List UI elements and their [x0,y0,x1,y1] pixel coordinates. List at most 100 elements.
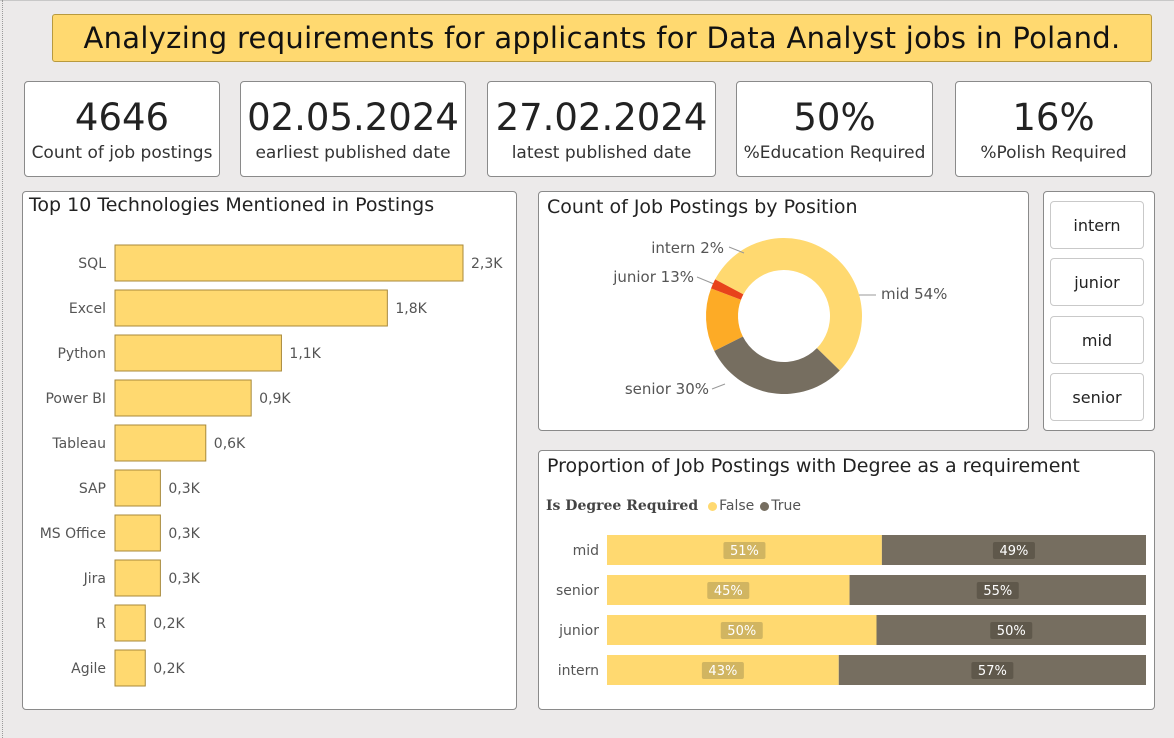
data-label: 55% [983,584,1012,599]
kpi-card-education: 50% %Education Required [736,81,933,177]
category-label: mid [573,543,599,559]
data-label: 50% [997,624,1026,639]
data-label: 0,3K [168,526,200,542]
kpi-card-earliest-date: 02.05.2024 earliest published date [240,81,466,177]
page-title: Analyzing requirements for applicants fo… [52,14,1152,62]
kpi-label: Count of job postings [31,142,213,163]
kpi-card-latest-date: 27.02.2024 latest published date [487,81,716,177]
category-label: Python [57,346,106,362]
category-label: Excel [69,301,106,317]
category-label: junior [558,623,599,639]
bar-ms-office[interactable] [114,514,161,552]
top-border [0,0,1174,1]
data-label: 0,2K [153,616,185,632]
leader-line [711,383,726,390]
data-label: 43% [708,664,737,679]
kpi-value: 4646 [74,95,170,139]
chart-title: Top 10 Technologies Mentioned in Posting… [29,194,435,216]
left-dotted-border [2,0,3,738]
kpi-label: earliest published date [255,142,451,163]
data-label: 57% [978,664,1007,679]
bar-jira[interactable] [114,559,161,597]
chart-legend: Is Degree Required False True [546,498,801,514]
category-label: Power BI [45,391,106,407]
data-label: 45% [714,584,743,599]
kpi-value: 50% [793,95,876,139]
data-label: 50% [727,624,756,639]
resize-grip-icon [1158,706,1174,738]
kpi-label: latest published date [511,142,692,163]
data-label-background [992,542,1035,559]
legend-title: Is Degree Required [546,498,699,514]
data-label-background [720,622,763,639]
technologies-bar-chart: SQL 2,3K Excel 1,8K Python 1,1K Power BI 0,9K Ta… [40,244,503,687]
degree-requirement-panel: Proportion of Job Postings with Degree a… [538,450,1155,710]
slicer-item-mid[interactable]: mid [1050,316,1144,364]
slice-label-intern: intern 2% [651,239,724,257]
slice-label-mid: mid 54% [881,285,947,303]
chart-title: Proportion of Job Postings with Degree a… [547,455,1080,477]
category-label: intern [558,663,599,679]
data-label: 0,6K [214,436,246,452]
bar-tableau[interactable] [114,424,207,462]
data-label: 0,2K [153,661,185,677]
data-label: 0,3K [168,481,200,497]
legend-label-true: True [771,498,802,514]
category-label: SQL [78,256,106,272]
position-donut-chart: mid 54% senior 30% junior 13% intern 2% [612,237,947,398]
legend-dot-true [760,501,770,511]
category-label: R [96,616,106,632]
data-label: 1,1K [289,346,321,362]
data-label-background [990,622,1033,639]
chart-title: Count of Job Postings by Position [547,196,858,218]
kpi-value: 02.05.2024 [247,95,459,139]
bar-power-bi[interactable] [114,379,252,417]
donut-slice-mid[interactable] [715,237,862,371]
bar-agile[interactable] [114,649,146,687]
bar-sql[interactable] [114,244,464,282]
top-technologies-panel: Top 10 Technologies Mentioned in Posting… [22,191,517,710]
degree-stacked-bar-chart: mid 51% 49% senior 45% 55% junior 50% 50% intern 4… [556,535,1146,685]
category-label: MS Office [40,526,106,542]
data-label-background [723,542,766,559]
kpi-card-polish: 16% %Polish Required [955,81,1152,177]
data-label: 0,3K [168,571,200,587]
data-label-background [707,582,750,599]
legend-label-false: False [719,498,755,514]
donut-slice-junior[interactable] [706,288,743,351]
leader-line [696,276,715,285]
category-label: Tableau [51,436,106,452]
donut-slice-intern[interactable] [711,279,744,300]
kpi-card-count: 4646 Count of job postings [24,81,220,177]
position-slicer: intern junior mid senior [1043,191,1155,431]
legend-dot-false [708,501,718,511]
kpi-value: 16% [1012,95,1095,139]
data-label-background [971,662,1014,679]
data-label: 2,3K [471,256,503,272]
slice-label-senior: senior 30% [625,380,709,398]
category-label: Jira [83,571,106,587]
donut-slice-senior[interactable] [714,336,840,394]
bar-sap[interactable] [114,469,161,507]
category-label: senior [556,583,599,599]
slicer-item-senior[interactable]: senior [1050,373,1144,421]
data-label: 49% [999,544,1028,559]
kpi-value: 27.02.2024 [495,95,708,139]
category-label: Agile [71,661,106,677]
slicer-item-junior[interactable]: junior [1050,258,1144,306]
position-donut-panel: Count of Job Postings by Position mid 54… [538,191,1029,431]
bar-excel[interactable] [114,289,388,327]
bar-python[interactable] [114,334,282,372]
bar-r[interactable] [114,604,146,642]
kpi-label: %Polish Required [980,142,1127,163]
data-label: 1,8K [395,301,427,317]
data-label-background [976,582,1019,599]
kpi-label: %Education Required [743,142,926,163]
category-label: SAP [79,481,106,497]
slicer-item-intern[interactable]: intern [1050,201,1144,249]
leader-line [728,246,745,254]
data-label: 51% [730,544,759,559]
slice-label-junior: junior 13% [612,268,694,286]
data-label-background [701,662,744,679]
data-label: 0,9K [259,391,291,407]
